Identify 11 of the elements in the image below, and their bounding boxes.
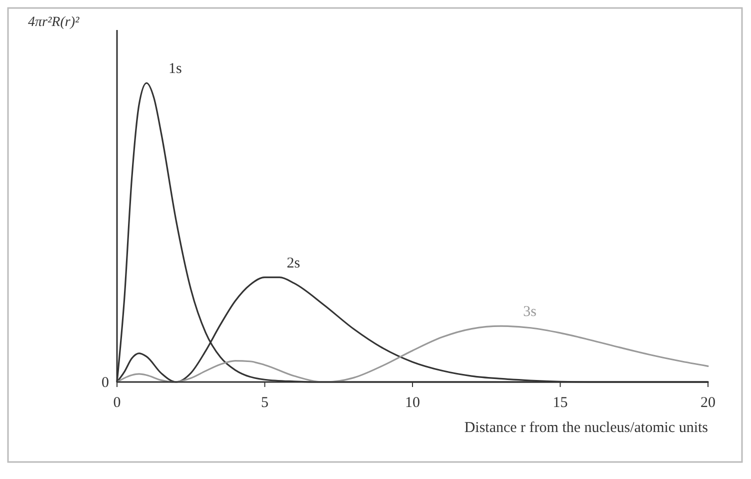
x-tick-label: 0 — [113, 395, 121, 411]
series-label: 3s — [523, 304, 537, 320]
x-tick-label: 10 — [405, 395, 420, 411]
x-tick-label: 15 — [552, 395, 568, 411]
series-label: 2s — [286, 255, 300, 272]
x-tick-label: 5 — [261, 395, 268, 411]
x-tick-label: 20 — [700, 395, 716, 411]
y-axis-title: 4πr²R(r)² — [28, 15, 80, 30]
series-label: 1s — [168, 61, 182, 77]
text: 0 — [102, 375, 109, 391]
x-axis-title: Distance r from the nucleus/atomic units — [464, 420, 708, 436]
